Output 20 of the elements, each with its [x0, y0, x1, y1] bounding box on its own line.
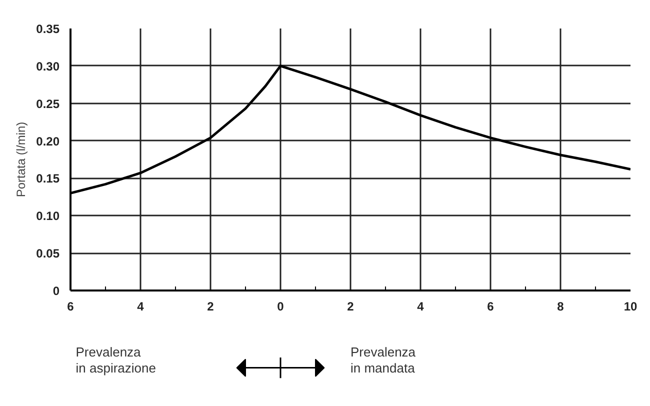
x-tick-label: 8 — [557, 300, 564, 314]
x-tick-label: 0 — [277, 300, 284, 314]
x-tick-label: 10 — [624, 300, 638, 314]
y-axis-title: Portata (l/min) — [14, 122, 28, 198]
y-tick-label: 0.35 — [36, 22, 60, 36]
y-tick-label: 0.25 — [36, 96, 60, 111]
text: Prevalenza in aspirazione — [76, 344, 156, 376]
x-tick-label: 4 — [417, 300, 424, 314]
x-tick-label: 6 — [487, 300, 494, 314]
y-tick-label: 0.15 — [36, 172, 60, 186]
x-tick-label: 6 — [67, 300, 74, 314]
y-tick-label: 0 — [52, 284, 60, 298]
y-tick-label: 0.30 — [36, 59, 60, 74]
y-tick-label: 0.05 — [36, 246, 60, 261]
x-tick-label: 2 — [207, 300, 214, 314]
y-tick-label: 0.20 — [36, 134, 60, 148]
text: Prevalenza in mandata — [350, 344, 416, 376]
x-tick-label: 4 — [137, 300, 144, 314]
y-tick-label: 0.10 — [36, 209, 60, 224]
x-tick-label: 2 — [347, 300, 354, 314]
